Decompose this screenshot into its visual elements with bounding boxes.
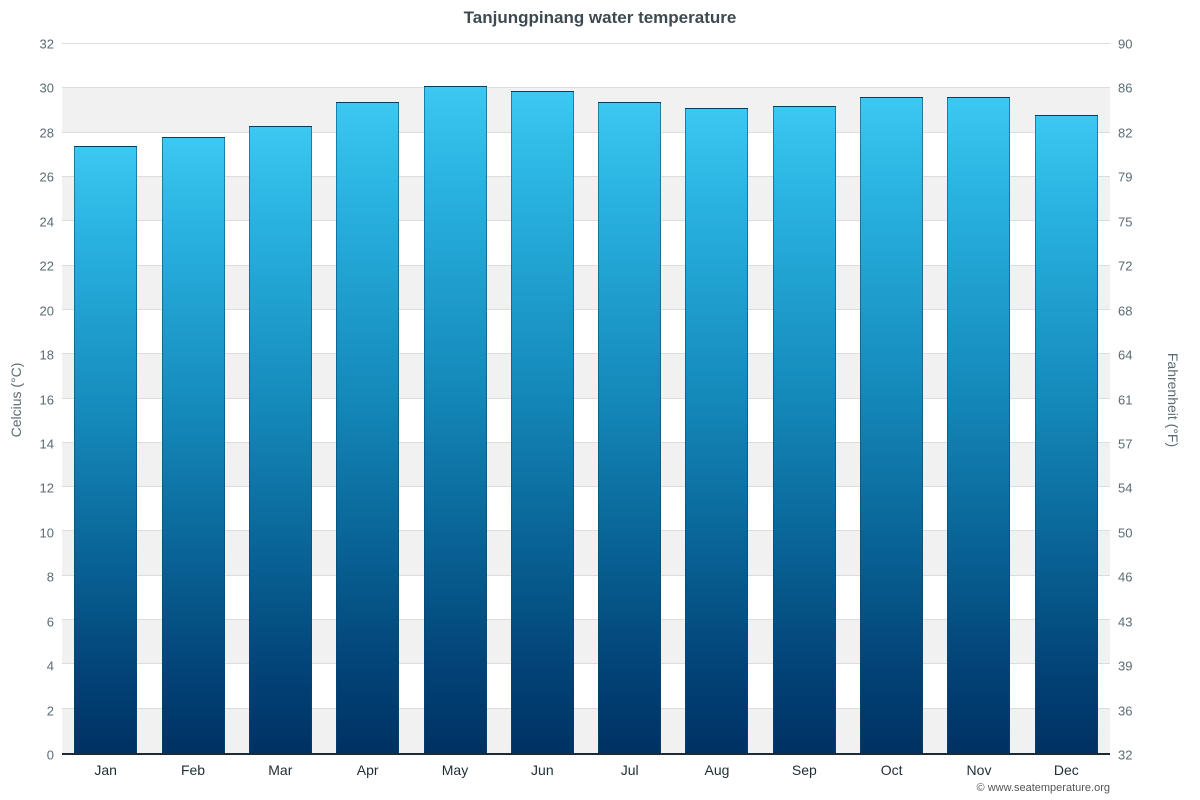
gridline	[62, 175, 1110, 177]
x-tick-label-mar: Mar	[268, 762, 293, 778]
y-tick-label-fahrenheit: 61	[1118, 392, 1133, 407]
y-tick-label-celsius: 4	[46, 658, 54, 674]
gridline	[62, 220, 1110, 222]
bar-dec	[1035, 114, 1098, 753]
y-tick-label-celsius: 12	[39, 480, 54, 496]
y-tick-label-celsius: 28	[39, 125, 54, 141]
bar-sep	[773, 106, 836, 753]
y-tick-label-celsius: 22	[39, 258, 54, 274]
y-tick-label-celsius: 18	[39, 347, 54, 363]
bar-jan	[74, 145, 137, 753]
x-tick-label-nov: Nov	[966, 762, 992, 778]
bar-jul	[598, 101, 661, 753]
gridline	[62, 353, 1110, 355]
plot-band	[62, 442, 1110, 488]
y-axis-ticks-right: 32 36 39 43 46 50 54 57 61 64 68 72 75 79 82 86 90	[1118, 38, 1178, 762]
plot-band	[62, 176, 1110, 222]
x-axis-labels: Jan Feb Mar Apr May Jun Jul Aug Sep Oct Nov Dec	[62, 762, 1110, 786]
gridline	[62, 619, 1110, 621]
plot-band	[62, 708, 1110, 753]
y-tick-label-fahrenheit: 68	[1118, 303, 1133, 319]
y-tick-label-celsius: 2	[46, 703, 54, 719]
y-tick-label-celsius: 26	[39, 169, 54, 185]
plot-band	[62, 575, 1110, 621]
plot-band	[62, 44, 1110, 89]
x-tick-label-may: May	[441, 762, 469, 778]
bar-oct	[860, 97, 923, 753]
y-tick-label-fahrenheit: 54	[1118, 480, 1133, 496]
y-tick-label-celsius: 24	[39, 214, 54, 230]
bar-apr	[336, 101, 399, 753]
x-tick-label-sep: Sep	[791, 762, 817, 778]
gridline	[62, 441, 1110, 443]
gridline	[62, 308, 1110, 310]
bar-nov	[947, 97, 1010, 753]
y-tick-label-celsius: 16	[39, 392, 54, 407]
gridline	[62, 131, 1110, 133]
y-tick-label-celsius: 6	[46, 614, 54, 630]
y-tick-label-fahrenheit: 32	[1118, 747, 1133, 763]
plot-band	[62, 132, 1110, 177]
y-tick-label-celsius: 10	[39, 525, 54, 541]
x-tick-label-jan: Jan	[94, 762, 117, 778]
y-tick-label-fahrenheit: 82	[1118, 125, 1133, 141]
bar-may	[424, 86, 487, 753]
y-tick-label-celsius: 32	[39, 36, 54, 52]
x-tick-label-dec: Dec	[1053, 762, 1079, 778]
x-tick-label-oct: Oct	[880, 762, 903, 778]
gridline	[62, 530, 1110, 532]
y-tick-label-celsius: 30	[39, 80, 54, 96]
bar-aug	[685, 108, 748, 753]
footer-credit: © www.seatemperature.org	[976, 782, 1110, 794]
plot-area	[62, 43, 1110, 755]
x-tick-label-jul: Jul	[620, 762, 639, 778]
bar-mar	[249, 125, 312, 753]
y-tick-label-fahrenheit: 79	[1118, 169, 1133, 185]
y-tick-label-celsius: 14	[39, 436, 54, 452]
y-tick-label-celsius: 20	[39, 303, 54, 319]
x-tick-label-jun: Jun	[531, 762, 554, 778]
plot-band	[62, 531, 1110, 576]
y-tick-label-fahrenheit: 39	[1118, 658, 1133, 674]
bar-feb	[162, 137, 225, 753]
gridline	[62, 43, 1110, 44]
y-tick-label-fahrenheit: 64	[1118, 347, 1133, 363]
x-tick-label-aug: Aug	[704, 762, 730, 778]
y-tick-label-fahrenheit: 50	[1118, 525, 1133, 541]
plot-band	[62, 354, 1110, 399]
plot-band	[62, 309, 1110, 355]
gridline	[62, 397, 1110, 399]
y-tick-label-fahrenheit: 90	[1118, 36, 1133, 52]
gridline	[62, 486, 1110, 488]
x-tick-label-feb: Feb	[180, 762, 206, 778]
y-tick-label-fahrenheit: 43	[1118, 614, 1133, 630]
gridline	[62, 87, 1110, 89]
bar-jun	[511, 90, 574, 753]
plot-band	[62, 88, 1110, 133]
plot-band	[62, 664, 1110, 709]
gridline	[62, 574, 1110, 576]
y-tick-label-celsius: 0	[46, 747, 54, 763]
y-tick-label-fahrenheit: 57	[1118, 436, 1133, 452]
plot-band	[62, 398, 1110, 443]
plot-band	[62, 265, 1110, 310]
plot-band	[62, 221, 1110, 266]
gridline	[62, 264, 1110, 266]
chart-title: Tanjungpinang water temperature	[463, 8, 737, 27]
y-tick-label-fahrenheit: 36	[1118, 703, 1133, 719]
gridline	[62, 663, 1110, 665]
y-tick-label-fahrenheit: 86	[1118, 80, 1133, 96]
plot-band	[62, 487, 1110, 532]
y-axis-ticks-left: 0 2 4 6 8 10 12 14 16 18 20 22 24 26 28 30 32	[0, 38, 54, 762]
plot-band	[62, 620, 1110, 665]
gridline	[62, 707, 1110, 709]
y-tick-label-fahrenheit: 46	[1118, 569, 1133, 585]
x-tick-label-apr: Apr	[356, 762, 379, 778]
y-tick-label-celsius: 8	[46, 569, 54, 585]
y-tick-label-fahrenheit: 72	[1118, 258, 1133, 274]
y-tick-label-fahrenheit: 75	[1118, 214, 1133, 230]
